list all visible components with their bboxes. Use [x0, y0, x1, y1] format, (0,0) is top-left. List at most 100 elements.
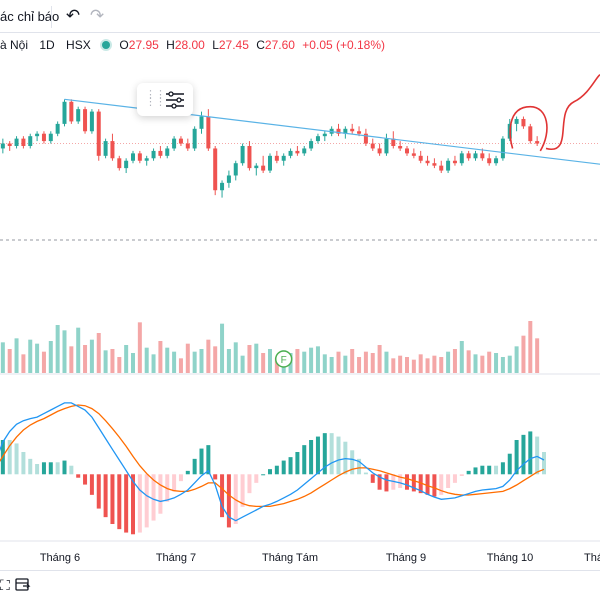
- volume-bar: [452, 349, 457, 373]
- volume-bar: [226, 349, 231, 373]
- time-axis[interactable]: Tháng 6 Tháng 7 Tháng Tám Tháng 9 Tháng …: [40, 552, 600, 564]
- volume-bar: [405, 357, 409, 373]
- candle-body: [240, 146, 245, 164]
- indicators-button[interactable]: ác chỉ báo: [0, 9, 60, 24]
- candle-body: [452, 160, 457, 164]
- candle-body: [363, 133, 368, 144]
- macd-histogram-bar: [281, 460, 286, 475]
- candle-body: [137, 153, 142, 161]
- time-axis-label: Thá: [584, 552, 600, 564]
- macd-histogram-bar: [336, 436, 341, 475]
- macd-histogram-bar: [528, 431, 533, 475]
- volume-bar: [247, 345, 252, 373]
- macd-histogram-bar: [439, 474, 444, 495]
- macd-histogram-bar: [535, 436, 540, 475]
- exchange-label: HSX: [66, 38, 91, 52]
- volume-bar: [521, 335, 526, 373]
- candle-body: [178, 138, 183, 144]
- candle-body: [103, 141, 108, 156]
- candle-body: [247, 146, 252, 169]
- macd-histogram-bar: [69, 465, 74, 475]
- candle-body: [14, 138, 19, 146]
- undo-arrow-icon[interactable]: ↶: [65, 6, 81, 25]
- replay-calendar-icon[interactable]: [14, 576, 32, 594]
- macd-histogram-bar: [268, 469, 272, 475]
- volume-bar: [363, 351, 368, 373]
- volume-bar: [41, 351, 46, 373]
- macd-histogram-bar: [254, 474, 259, 483]
- candle-body: [62, 101, 67, 124]
- macd-histogram-bar: [220, 474, 225, 518]
- redo-arrow-icon[interactable]: ↷: [89, 6, 105, 25]
- candle-body: [459, 153, 464, 164]
- volume-pane[interactable]: F: [0, 321, 540, 373]
- interval-label[interactable]: 1D: [39, 38, 55, 52]
- macd-histogram-bar: [315, 436, 320, 475]
- volume-bar: [220, 323, 225, 373]
- candle-body: [487, 158, 492, 164]
- macd-histogram-bar: [21, 452, 26, 475]
- macd-histogram-bar: [322, 433, 327, 475]
- chart-canvas[interactable]: F Tháng 6 Tháng 7 Tháng Tám Tháng 9 Thán…: [0, 0, 600, 570]
- macd-histogram-bar: [55, 462, 60, 475]
- macd-histogram-bar: [96, 474, 101, 509]
- macd-line: [0, 402, 545, 522]
- volume-bar: [254, 343, 259, 373]
- volume-bar: [343, 355, 348, 373]
- macd-histogram-bar: [62, 460, 67, 475]
- macd-histogram-bar: [452, 474, 457, 483]
- drag-grip-icon[interactable]: ⋮⋮ ⋮⋮: [145, 89, 166, 108]
- macd-histogram-bar: [213, 474, 218, 480]
- candle-body: [302, 148, 307, 154]
- open-value: 27.95: [128, 38, 159, 52]
- macd-histogram-bar: [446, 474, 451, 488]
- macd-histogram-bar: [192, 458, 197, 475]
- macd-histogram-bar: [473, 467, 478, 475]
- candle-body: [322, 133, 327, 137]
- high-label: H: [166, 38, 175, 52]
- candle-body: [514, 118, 519, 124]
- macd-histogram-bar: [466, 470, 471, 475]
- candle-body: [315, 136, 320, 142]
- macd-histogram-bar: [398, 474, 403, 488]
- candle-body: [41, 133, 46, 142]
- fullscreen-icon[interactable]: ⛶: [0, 577, 10, 593]
- candle-body: [343, 128, 348, 134]
- volume-bar: [370, 353, 375, 373]
- low-label: L: [212, 38, 219, 52]
- volume-bar: [507, 355, 512, 373]
- candle-body: [281, 155, 286, 161]
- volume-bar: [528, 321, 533, 373]
- volume-bar: [213, 346, 218, 373]
- volume-bar: [418, 354, 423, 373]
- candle-body: [165, 148, 170, 156]
- candle-body: [480, 153, 485, 159]
- candle-body: [500, 138, 505, 159]
- price-pane[interactable]: [0, 74, 600, 198]
- drawing-toolbox[interactable]: ⋮⋮ ⋮⋮: [137, 83, 193, 116]
- candle-body: [473, 153, 478, 159]
- macd-histogram-bar: [233, 474, 238, 524]
- annotation-circle: [509, 105, 548, 152]
- macd-pane[interactable]: [0, 402, 546, 535]
- line-settings-icon[interactable]: [164, 90, 186, 110]
- volume-bar: [329, 357, 334, 373]
- volume-bar: [411, 359, 416, 373]
- event-marker: [274, 350, 293, 368]
- volume-bar: [240, 355, 245, 373]
- macd-histogram-bar: [28, 458, 33, 475]
- candle-body: [226, 175, 231, 183]
- macd-histogram-bar: [418, 474, 423, 494]
- macd-histogram-bar: [48, 462, 53, 475]
- macd-histogram-bar: [370, 474, 375, 483]
- candle-body: [336, 128, 341, 134]
- macd-histogram-bar: [432, 474, 437, 497]
- macd-histogram-bar: [240, 474, 245, 507]
- volume-bar: [446, 351, 451, 373]
- candle-body: [213, 148, 218, 191]
- volume-bar: [466, 350, 471, 373]
- macd-histogram-bar: [425, 474, 430, 495]
- macd-histogram-bar: [151, 474, 156, 521]
- macd-histogram-bar: [137, 474, 142, 533]
- symbol-name[interactable]: à Nội: [0, 38, 29, 52]
